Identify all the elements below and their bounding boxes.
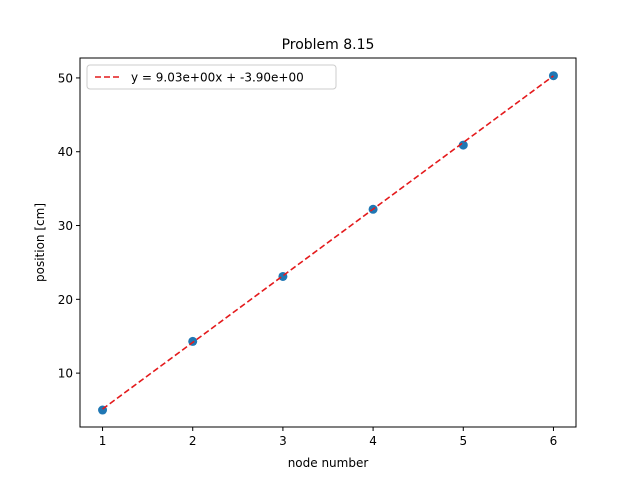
x-tick-label: 1 — [99, 434, 107, 448]
x-tick-label: 4 — [369, 434, 377, 448]
fit-line — [102, 75, 554, 410]
y-tick-label: 20 — [58, 293, 73, 307]
plot-area — [98, 71, 558, 415]
legend: y = 9.03e+00x + -3.90e+00 — [86, 64, 337, 90]
y-axis-label: position [cm] — [33, 203, 47, 282]
y-tick-label: 40 — [58, 145, 73, 159]
x-tick-label: 5 — [459, 434, 467, 448]
x-tick-label: 6 — [550, 434, 558, 448]
axes-frame — [79, 57, 577, 428]
x-axis-ticks: 1 2 3 4 5 6 — [99, 427, 558, 448]
chart-title: Problem 8.15 — [282, 37, 375, 53]
y-tick-label: 50 — [58, 71, 73, 85]
data-point — [548, 71, 558, 81]
y-tick-label: 30 — [58, 219, 73, 233]
legend-fit-label: y = 9.03e+00x + -3.90e+00 — [131, 71, 304, 85]
y-axis-ticks: 10 20 30 40 50 — [58, 71, 80, 381]
x-tick-label: 3 — [279, 434, 287, 448]
data-point — [458, 140, 468, 150]
legend-box — [86, 64, 337, 90]
y-tick-label: 10 — [58, 367, 73, 381]
x-tick-label: 2 — [189, 434, 197, 448]
x-axis-label: node number — [288, 456, 369, 470]
